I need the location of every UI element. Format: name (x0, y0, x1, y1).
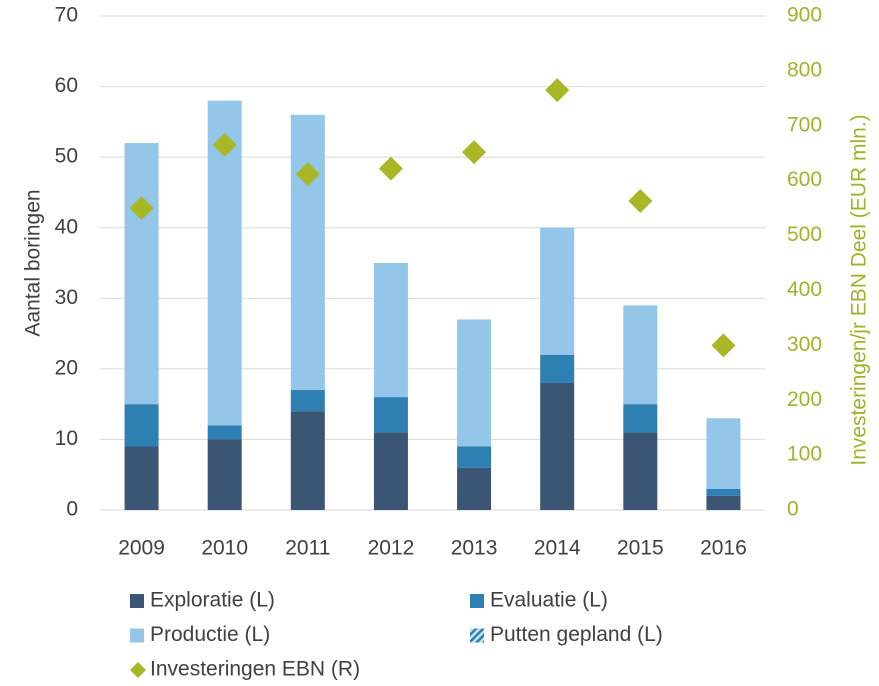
y-tick-label: 60 (55, 74, 78, 97)
bar-segment (706, 418, 741, 489)
diamond-marker (545, 78, 570, 103)
bar-segment (706, 495, 741, 510)
x-tick-label: 2013 (451, 537, 498, 560)
bar-segment (207, 425, 242, 440)
bar-segment (124, 404, 159, 447)
y-tick-label: 10 (55, 427, 78, 450)
bar-segment (373, 397, 408, 433)
bar-segment (124, 143, 159, 405)
bar-segment (540, 354, 575, 383)
bar-segment (290, 411, 325, 510)
diamond-marker (378, 156, 403, 181)
bar-segment (540, 382, 575, 510)
legend-marker (130, 662, 146, 678)
bar-segment (124, 446, 159, 510)
bar-segment (623, 432, 658, 510)
bar-segment (457, 467, 492, 510)
bar-segment (373, 432, 408, 510)
x-tick-label: 2011 (285, 537, 330, 560)
y2-tick-label: 0 (787, 498, 799, 521)
bar-segment (706, 488, 741, 496)
y2-tick-label: 200 (787, 388, 822, 411)
y2-axis-label: Investeringen/jr EBN Deel (EUR mln.) (848, 114, 871, 465)
y2-tick-label: 300 (787, 333, 822, 356)
bar-segment (623, 305, 658, 405)
legend-swatch (130, 628, 144, 643)
legend-label: Productie (L) (150, 623, 270, 646)
y-tick-label: 50 (55, 145, 78, 168)
legend-label: Putten gepland (L) (490, 623, 663, 646)
legend-swatch (470, 594, 484, 608)
diamond-marker (295, 162, 320, 187)
legend-swatch (130, 594, 144, 608)
bar-segment (207, 439, 242, 510)
y2-tick-label: 100 (787, 443, 822, 466)
x-tick-label: 2010 (201, 537, 248, 560)
y2-tick-label: 500 (787, 223, 822, 246)
y-axis-label: Aantal boringen (22, 189, 45, 336)
x-tick-label: 2009 (118, 537, 165, 560)
bar-segment (623, 404, 658, 433)
x-tick-label: 2014 (534, 537, 581, 560)
diamond-marker (129, 196, 154, 221)
bar-segment (290, 390, 325, 412)
legend-label: Investeringen EBN (R) (150, 658, 360, 681)
y-tick-label: 30 (55, 286, 78, 309)
bar-segment (540, 227, 575, 355)
y-tick-label: 70 (55, 4, 78, 27)
legend-label: Exploratie (L) (150, 589, 275, 612)
legend-swatch (470, 628, 484, 643)
y-tick-label: 0 (66, 498, 78, 521)
x-tick-label: 2016 (700, 537, 747, 560)
bar-segment (457, 446, 492, 468)
bar-segment (373, 263, 408, 398)
diamond-marker (628, 188, 653, 213)
y2-tick-label: 900 (787, 4, 822, 27)
bar-segment (457, 319, 492, 447)
y-tick-label: 20 (55, 356, 78, 379)
y2-tick-label: 800 (787, 58, 822, 81)
legend-label: Evaluatie (L) (490, 589, 608, 612)
y2-tick-label: 600 (787, 168, 822, 191)
y2-tick-label: 700 (787, 113, 822, 136)
x-tick-label: 2012 (368, 537, 415, 560)
x-tick-label: 2015 (617, 537, 664, 560)
diamond-marker (462, 140, 487, 165)
bar-segment (290, 114, 325, 391)
diamond-marker (212, 132, 237, 157)
y2-tick-label: 400 (787, 278, 822, 301)
y-tick-label: 40 (55, 215, 78, 238)
diamond-marker (711, 333, 736, 358)
